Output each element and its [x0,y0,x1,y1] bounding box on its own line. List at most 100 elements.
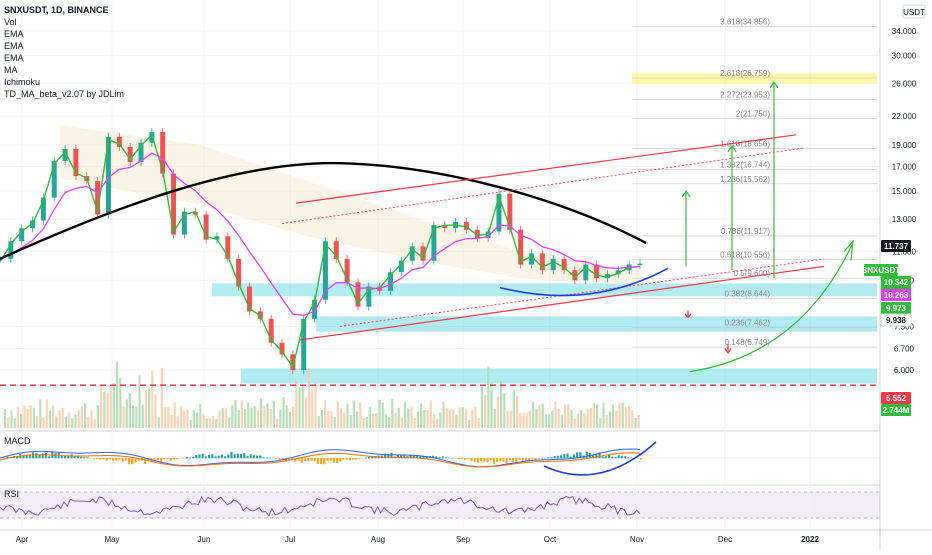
candle-59[interactable] [638,264,643,266]
volume-bar [68,412,70,428]
volume-bar [254,406,256,428]
volume-bar [388,417,390,428]
volume-bar [42,417,44,428]
volume-bar [100,386,102,428]
macd-hist-bar [502,458,504,462]
macd-hist-bar [314,458,316,461]
volume-bar [174,403,176,428]
volume-bar [522,413,524,428]
x-tick-7: Nov [630,535,644,544]
candle-47[interactable] [507,194,512,230]
indicator-5[interactable]: Ichimoku [4,76,124,88]
price-badge-text-8: 2.744M [883,406,910,415]
fib-label-6: 1.236(15.562) [720,175,770,184]
indicator-4[interactable]: MA [4,64,124,76]
volume-bar [468,420,470,428]
macd-hist-bar [157,458,159,461]
macd-hist-bar [211,454,213,458]
macd-hist-bar [253,455,255,458]
macd-hist-bar [214,456,216,458]
volume-bar [295,380,297,428]
volume-bar [519,413,521,428]
indicator-2[interactable]: EMA [4,40,124,52]
volume-bar [266,403,268,428]
volume-bar [503,393,505,428]
indicator-0[interactable]: Vol [4,16,124,28]
volume-bar [609,412,611,428]
volume-bar [414,418,416,428]
macd-hist-bar [330,458,332,461]
support-zone-2[interactable] [316,316,877,331]
macd-hist-bar [640,458,642,459]
volume-bar [154,395,156,428]
volume-bar [177,416,179,428]
macd-hist-bar [586,452,588,459]
volume-bar [257,410,259,428]
volume-bar [385,414,387,428]
macd-hist-bar [560,455,562,458]
macd-hist-bar [368,457,370,458]
volume-bar [465,409,467,428]
volume-bar [615,411,617,428]
volume-bar [292,407,294,428]
macd-hist-bar [499,458,501,461]
volume-bar [366,417,368,428]
x-tick-6: Oct [544,535,557,544]
volume-bar [222,408,224,428]
macd-hist-bar [205,456,207,458]
volume-bar [78,410,80,428]
chart-title[interactable]: SNXUSDT, 1D, BINANCE [4,4,124,16]
x-tick-5: Sep [456,535,471,544]
macd-hist-bar [160,458,162,462]
volume-bar [183,411,185,428]
volume-bar [404,402,406,428]
volume-bar [378,400,380,428]
volume-bar [30,405,32,428]
macd-hist-bar [566,453,568,458]
volume-bar [170,415,172,428]
macd-hist-bar [259,455,261,458]
macd-hist-bar [208,455,210,459]
volume-bar [634,418,636,428]
volume-bar [103,392,105,428]
macd-hist-bar [202,454,204,458]
fib-label-8: 0.618(10.556) [720,251,770,260]
volume-bar [193,410,195,428]
volume-bar [49,411,51,428]
volume-bar [564,405,566,428]
indicator-1[interactable]: EMA [4,28,124,40]
volume-bar [308,369,310,428]
macd-hist-bar [80,457,82,458]
volume-bar [420,403,422,428]
volume-bar [593,403,595,428]
macd-hist-bar [230,452,232,459]
fib-label-1: 2.618(26.759) [720,69,770,78]
indicator-3[interactable]: EMA [4,52,124,64]
volume-bar [158,417,160,428]
volume-bar [590,408,592,428]
macd-hist-bar [144,458,146,464]
macd-hist-bar [538,458,540,459]
x-tick-3: Jul [285,535,295,544]
volume-bar [282,397,284,428]
main-pane[interactable] [0,0,880,430]
volume-bar [596,405,598,428]
volume-bar [478,418,480,428]
candle-5[interactable] [52,161,57,198]
macd-hist-bar [365,457,367,458]
candle-51[interactable] [551,259,556,270]
volume-bar [526,413,528,428]
macd-hist-bar [301,458,303,463]
volume-bar [62,408,64,428]
volume-bar [122,407,124,428]
macd-hist-bar [448,458,450,459]
volume-bar [532,402,534,428]
macd-hist-bar [470,458,472,461]
volume-bar [474,406,476,428]
support-zone-3[interactable] [241,368,877,383]
volume-bar [161,368,163,428]
volume-bar [33,408,35,428]
indicator-6[interactable]: TD_MA_beta_v2.07 by JDLim [4,88,124,100]
